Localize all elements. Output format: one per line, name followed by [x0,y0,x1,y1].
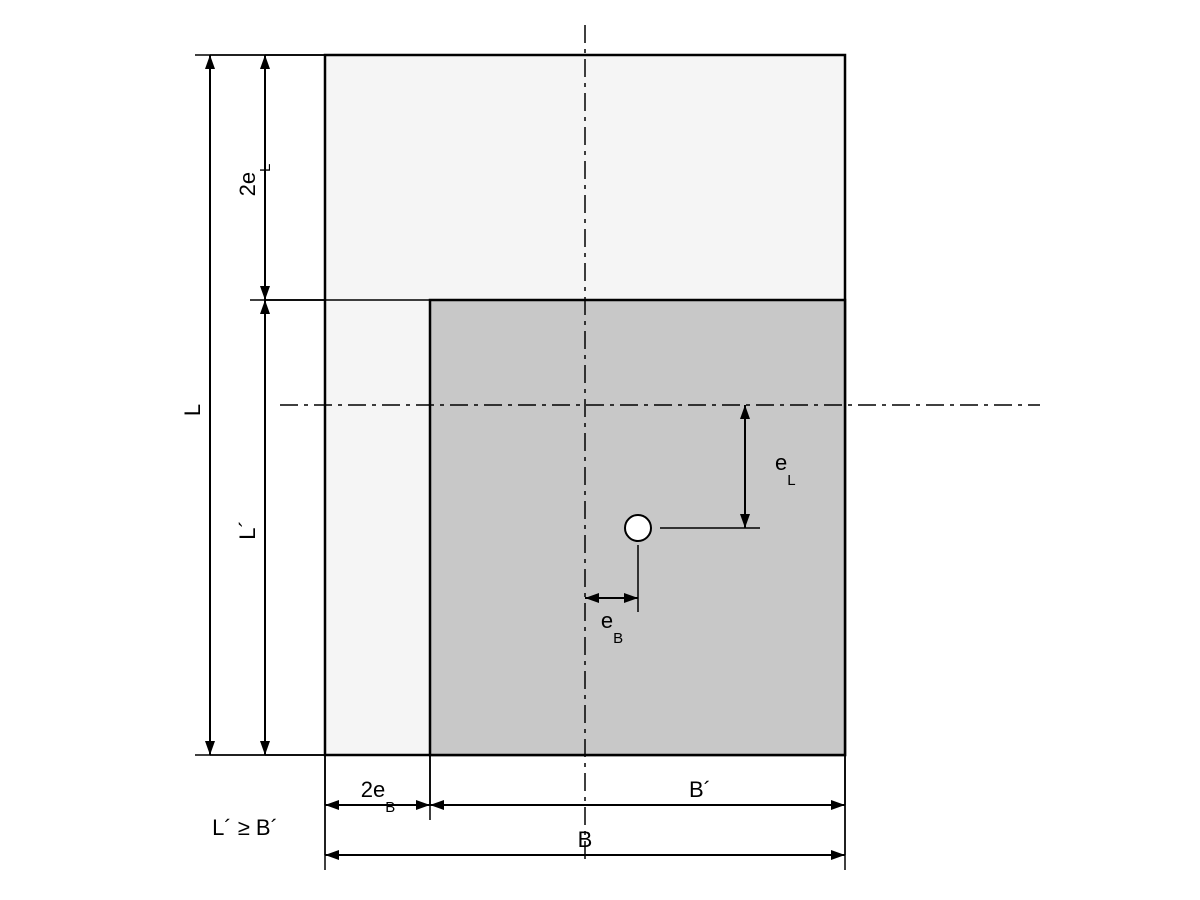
dim-2eL [260,55,325,300]
label-2eB: 2eB [361,777,396,816]
label-Lprime: L´ [235,520,260,540]
label-L: L [180,404,205,416]
label-B: B [578,827,593,852]
label-2eL: 2eL [235,164,274,197]
load-point [625,515,651,541]
dim-Bprime [430,755,845,810]
dim-Lprime [260,300,325,755]
constraint-text: L´ ≥ B´ [212,815,278,840]
label-Bprime: B´ [689,777,711,802]
